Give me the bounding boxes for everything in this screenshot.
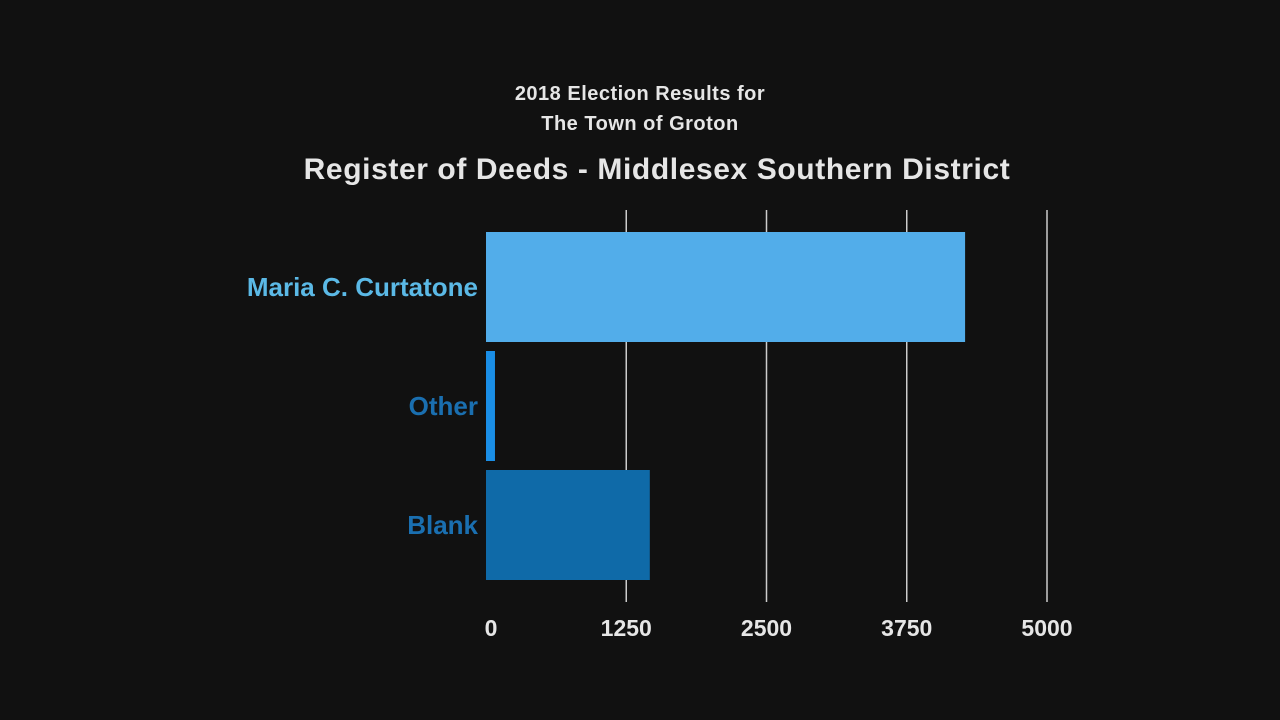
chart-super-title-line-2: The Town of Groton bbox=[541, 113, 739, 135]
bar bbox=[486, 470, 650, 580]
x-tick-label: 5000 bbox=[1021, 615, 1072, 641]
chart-title: Register of Deeds - Middlesex Southern D… bbox=[303, 153, 1011, 186]
bar bbox=[486, 351, 495, 461]
bars bbox=[486, 232, 966, 580]
x-tick-label: 1250 bbox=[601, 615, 652, 641]
x-tick-label: 3750 bbox=[881, 615, 932, 641]
x-tick-label: 2500 bbox=[741, 615, 792, 641]
x-axis-tick-labels: 0 1250 2500 3750 5000 bbox=[485, 615, 1073, 641]
chart-super-title-line-1: 2018 Election Results for bbox=[514, 83, 766, 105]
bar bbox=[486, 232, 966, 342]
category-label: Other bbox=[409, 391, 478, 421]
category-label: Maria C. Curtatone bbox=[247, 272, 478, 302]
x-tick-label: 0 bbox=[485, 615, 498, 641]
category-labels: Maria C. Curtatone Other Blank bbox=[247, 272, 479, 540]
category-label: Blank bbox=[407, 510, 478, 540]
